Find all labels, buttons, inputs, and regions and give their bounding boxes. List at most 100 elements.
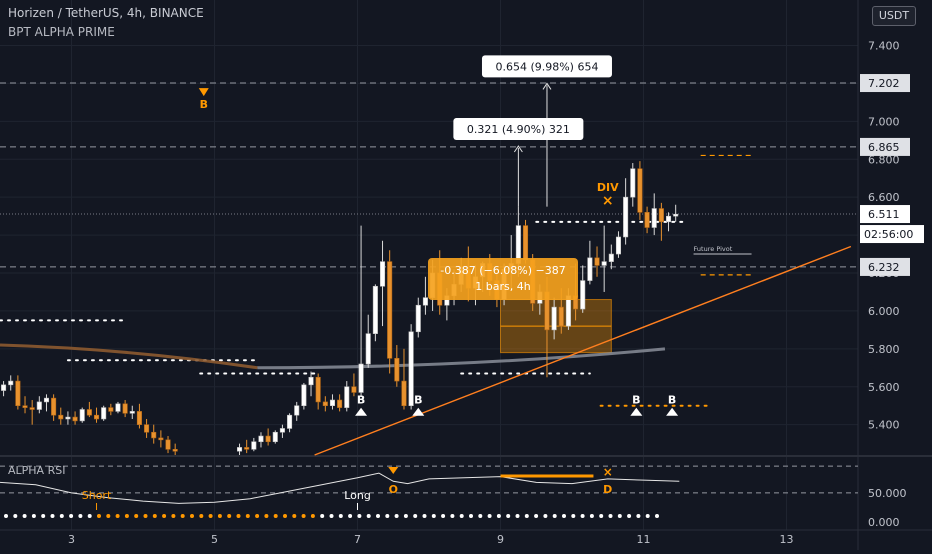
- rsi-dot: [431, 514, 436, 518]
- lines-layer: [0, 82, 858, 456]
- rsi-dot: [422, 514, 427, 518]
- rsi-dot: [338, 514, 343, 518]
- rsi-dot: [329, 514, 334, 518]
- rsi-dot: [217, 514, 222, 518]
- price-tick-label: 6.000: [868, 305, 900, 318]
- signal-label: B: [668, 394, 676, 407]
- candle-body: [244, 447, 250, 450]
- rsi-dot: [617, 514, 622, 518]
- candle-body: [58, 414, 64, 420]
- rsi-dot: [506, 514, 511, 518]
- candle-body: [372, 285, 378, 334]
- rsi-marker: [388, 467, 399, 474]
- rsi-dot: [143, 514, 148, 518]
- rsi-dot: [348, 514, 353, 518]
- measure-label-text: 0.321 (4.90%) 321: [467, 123, 570, 136]
- rsi-dot: [441, 514, 446, 518]
- candle-body: [322, 401, 328, 407]
- rsi-label: Short: [82, 489, 112, 502]
- candle-body: [565, 295, 571, 327]
- rsi-dot: [589, 514, 594, 518]
- candle-body: [387, 261, 393, 359]
- time-tick-label: 11: [637, 533, 651, 546]
- level-price-box: [860, 257, 910, 276]
- candle-body: [651, 208, 657, 228]
- candle-body: [258, 435, 264, 443]
- rsi-dot: [208, 514, 213, 518]
- last-price-box: [860, 205, 910, 224]
- rsi-dot: [22, 514, 27, 518]
- candle-body: [51, 397, 57, 416]
- future-pivot-label: Future Pivot: [694, 245, 733, 253]
- rsi-dot: [283, 514, 287, 518]
- currency-button[interactable]: USDT: [872, 6, 916, 26]
- rsi-dot: [50, 514, 55, 518]
- candle-body: [344, 386, 350, 408]
- candle-body: [79, 409, 85, 422]
- rsi-cross-icon: ×: [603, 465, 613, 479]
- sell-signal-marker: [198, 88, 209, 97]
- rsi-dot: [543, 514, 548, 518]
- candle-body: [22, 405, 28, 408]
- candle-body: [65, 416, 71, 420]
- candle-body: [72, 416, 78, 422]
- rsi-dot: [469, 514, 473, 518]
- level-price-label: 6.865: [868, 141, 900, 154]
- rsi-dot: [366, 514, 371, 518]
- rsi-dot: [403, 514, 408, 518]
- candle-body: [673, 213, 679, 217]
- candle-body: [337, 399, 343, 408]
- rsi-dot: [496, 514, 501, 518]
- candle-body: [601, 261, 607, 266]
- candle-body: [265, 435, 271, 443]
- rsi-dot: [552, 514, 557, 518]
- rsi-dot: [180, 514, 185, 518]
- rsi-dot: [627, 514, 632, 518]
- candle-body: [29, 407, 35, 410]
- rsi-dot: [562, 514, 566, 518]
- price-tick-label: 6.800: [868, 153, 900, 166]
- candle-body: [165, 439, 171, 450]
- rsi-dot: [115, 514, 120, 518]
- level-price-label: 7.202: [868, 77, 900, 90]
- chart-title: Horizen / TetherUS, 4h, BINANCE: [8, 6, 204, 20]
- rsi-dot: [478, 514, 483, 518]
- time-tick-label: 3: [68, 533, 75, 546]
- candle-body: [523, 225, 529, 261]
- candle-body: [365, 333, 371, 365]
- annotations-layer: 0.654 (9.98%) 654 0.321 (4.90%) 321 -0.387…: [198, 55, 752, 416]
- candle-body: [43, 397, 49, 403]
- rsi-dot: [152, 514, 157, 518]
- buy-signal-marker: [355, 407, 368, 416]
- ma-short-line: [0, 343, 258, 370]
- level-price-box: [860, 74, 910, 93]
- candle-body: [580, 280, 586, 310]
- rsi-dot: [78, 514, 83, 518]
- last-price-label: 6.511: [868, 208, 900, 221]
- candle-body: [272, 431, 278, 443]
- candle-body: [380, 261, 386, 287]
- rsi-label: D: [603, 483, 612, 496]
- rsi-dot: [273, 514, 278, 518]
- candle-body: [401, 380, 407, 407]
- rsi-title: ALPHA RSI: [8, 464, 65, 477]
- measure-label-box: [453, 117, 584, 140]
- candle-body: [237, 447, 243, 452]
- rsi-tick-label: 0.000: [868, 516, 900, 529]
- rsi-line: [0, 472, 680, 504]
- countdown-box: [860, 225, 924, 244]
- rsi-dot: [236, 514, 241, 518]
- candle-body: [351, 386, 357, 393]
- rsi-dot: [199, 514, 204, 518]
- price-tick-label: 7.400: [868, 40, 900, 53]
- buy-signal-marker: [666, 407, 679, 416]
- signal-label: B: [357, 394, 365, 407]
- candle-body: [158, 437, 164, 441]
- rsi-dot: [31, 514, 36, 518]
- measure-label-box: [481, 55, 612, 78]
- candle-body: [644, 212, 650, 228]
- axes-layer: 5.4005.6005.8006.0006.2006.4006.6006.800…: [68, 40, 924, 546]
